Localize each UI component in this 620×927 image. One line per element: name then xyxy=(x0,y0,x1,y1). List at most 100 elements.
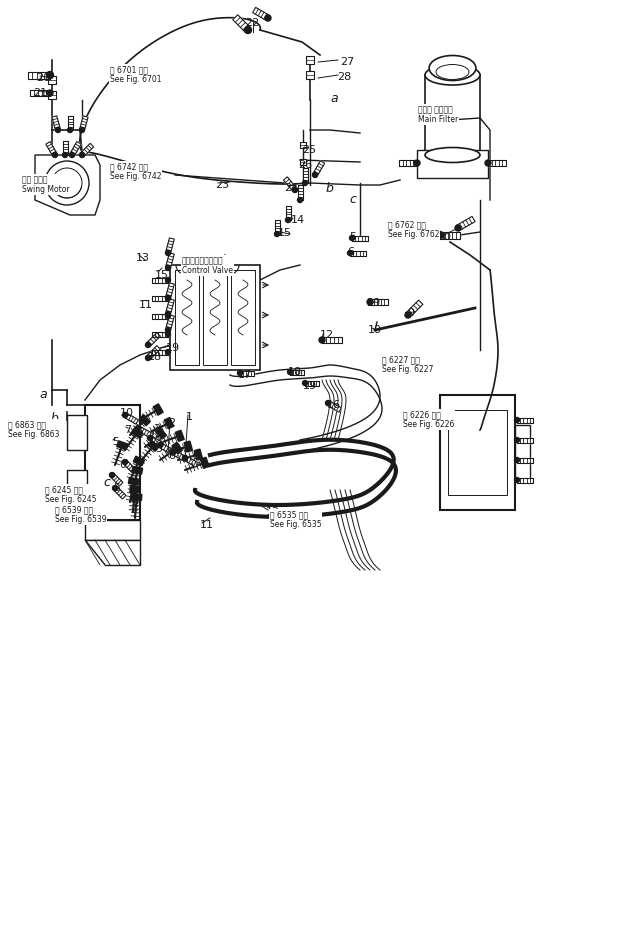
Bar xyxy=(67,470,87,505)
Polygon shape xyxy=(240,371,254,375)
Circle shape xyxy=(146,355,151,361)
Text: 0: 0 xyxy=(119,460,126,470)
Circle shape xyxy=(170,450,175,454)
Circle shape xyxy=(244,27,252,33)
Circle shape xyxy=(112,486,118,490)
Polygon shape xyxy=(30,90,50,96)
Text: 27: 27 xyxy=(340,57,354,67)
Circle shape xyxy=(515,458,520,463)
Polygon shape xyxy=(113,487,126,499)
Text: c: c xyxy=(349,193,356,206)
Polygon shape xyxy=(488,160,506,166)
Polygon shape xyxy=(313,160,325,176)
Polygon shape xyxy=(175,430,184,441)
Circle shape xyxy=(293,187,298,193)
Polygon shape xyxy=(517,417,533,423)
Circle shape xyxy=(319,337,325,343)
Text: b: b xyxy=(326,182,334,195)
Circle shape xyxy=(303,380,308,386)
Circle shape xyxy=(63,153,68,158)
Circle shape xyxy=(166,332,171,337)
Text: 10: 10 xyxy=(368,325,382,335)
Bar xyxy=(448,410,507,495)
Text: 図 6535 参照
See Fig. 6535: 図 6535 参照 See Fig. 6535 xyxy=(270,510,322,529)
Circle shape xyxy=(414,160,420,166)
Text: 16: 16 xyxy=(327,400,341,410)
Text: 14: 14 xyxy=(291,215,305,225)
Polygon shape xyxy=(152,332,168,337)
Text: 23: 23 xyxy=(215,180,229,190)
Text: 図 6701 参照
See Fig. 6701: 図 6701 参照 See Fig. 6701 xyxy=(110,65,161,84)
Polygon shape xyxy=(80,144,94,157)
Text: 19: 19 xyxy=(303,381,317,391)
Polygon shape xyxy=(200,457,209,468)
Text: b: b xyxy=(51,412,59,425)
Circle shape xyxy=(237,371,242,375)
Circle shape xyxy=(455,225,461,231)
Polygon shape xyxy=(194,450,202,460)
Circle shape xyxy=(79,128,84,133)
Polygon shape xyxy=(132,494,142,501)
Polygon shape xyxy=(128,477,139,485)
Polygon shape xyxy=(166,253,174,269)
Text: 17: 17 xyxy=(238,370,252,380)
Polygon shape xyxy=(63,141,68,155)
Bar xyxy=(306,56,314,64)
Text: メイン フィルタ
Main Filter: メイン フィルタ Main Filter xyxy=(418,105,458,124)
Polygon shape xyxy=(184,456,198,467)
Polygon shape xyxy=(406,300,423,317)
Circle shape xyxy=(123,413,128,417)
Bar xyxy=(300,159,306,165)
Polygon shape xyxy=(152,296,168,300)
Ellipse shape xyxy=(425,147,480,162)
Polygon shape xyxy=(517,477,533,482)
Circle shape xyxy=(405,312,411,318)
Polygon shape xyxy=(166,315,174,331)
Polygon shape xyxy=(133,456,144,465)
Text: 7: 7 xyxy=(124,425,131,435)
Text: 6: 6 xyxy=(347,247,354,257)
Polygon shape xyxy=(517,438,533,442)
Text: 5: 5 xyxy=(155,444,162,454)
Circle shape xyxy=(367,299,373,305)
Text: a: a xyxy=(39,388,46,401)
Circle shape xyxy=(46,71,53,79)
Polygon shape xyxy=(148,440,159,451)
Polygon shape xyxy=(153,404,163,415)
Text: 31: 31 xyxy=(420,222,434,232)
Polygon shape xyxy=(352,235,368,240)
Circle shape xyxy=(68,128,73,133)
Polygon shape xyxy=(110,473,123,486)
Circle shape xyxy=(265,15,271,21)
Text: 9: 9 xyxy=(192,451,199,461)
Bar xyxy=(203,270,227,365)
Circle shape xyxy=(436,232,443,238)
Text: 24: 24 xyxy=(284,183,298,193)
Circle shape xyxy=(166,296,171,300)
Circle shape xyxy=(123,460,128,464)
Circle shape xyxy=(303,181,308,185)
Circle shape xyxy=(347,250,353,256)
Text: 19: 19 xyxy=(166,343,180,353)
Text: 11: 11 xyxy=(139,300,153,310)
Circle shape xyxy=(166,296,171,300)
Polygon shape xyxy=(172,442,182,453)
Circle shape xyxy=(515,477,520,482)
Circle shape xyxy=(166,250,171,256)
Circle shape xyxy=(326,400,330,405)
Text: 図 6539 参照
See Fig. 6539: 図 6539 参照 See Fig. 6539 xyxy=(55,505,107,525)
Text: 5: 5 xyxy=(349,232,356,242)
Polygon shape xyxy=(131,427,143,438)
Circle shape xyxy=(166,277,171,283)
Text: 5: 5 xyxy=(113,483,120,493)
Polygon shape xyxy=(517,458,533,463)
Polygon shape xyxy=(303,168,308,183)
Polygon shape xyxy=(290,370,304,375)
Circle shape xyxy=(166,311,171,316)
Polygon shape xyxy=(275,220,280,234)
Circle shape xyxy=(148,436,153,440)
Text: c: c xyxy=(103,476,110,489)
Text: a: a xyxy=(330,92,338,105)
Text: 旋回 モータ
Swing Motor: 旋回 モータ Swing Motor xyxy=(22,175,69,195)
Text: 4: 4 xyxy=(136,430,143,440)
